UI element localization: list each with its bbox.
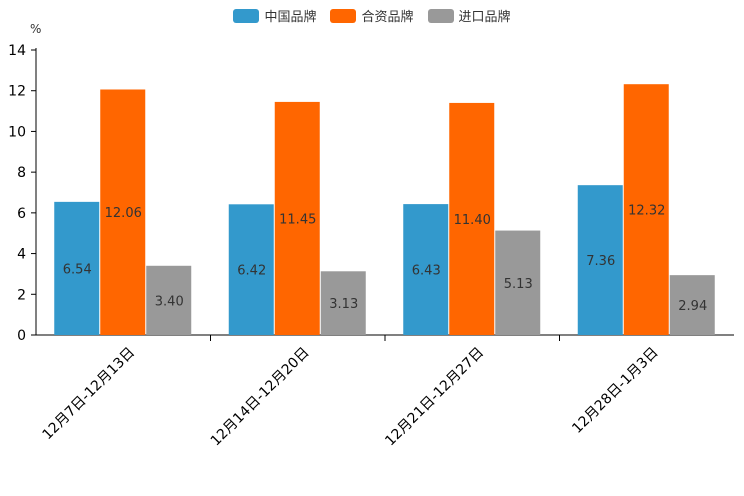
y-tick-label: 8 (17, 165, 26, 181)
x-category-label: 12月7日-12月13日 (40, 345, 139, 444)
bar (100, 89, 146, 335)
bar (228, 204, 274, 335)
data-label: 7.36 (586, 254, 615, 269)
data-label: 11.40 (454, 213, 491, 228)
y-tick-label: 6 (17, 206, 26, 222)
legend-label-import-brand: 进口品牌 (458, 10, 511, 25)
data-label: 2.94 (678, 299, 707, 314)
legend-label-jv-brand: 合资品牌 (361, 10, 414, 25)
x-category-label: 12月21日-12月27日 (382, 345, 487, 450)
legend-item-jv-brand[interactable]: 合资品牌 (330, 6, 414, 25)
data-label: 6.42 (237, 264, 266, 279)
legend-label-china-brand: 中国品牌 (264, 10, 317, 25)
bar (449, 102, 495, 335)
data-label: 3.40 (155, 294, 184, 309)
legend-item-import-brand[interactable]: 进口品牌 (427, 6, 511, 25)
y-tick-label: 0 (17, 328, 26, 344)
bar (669, 275, 715, 335)
legend-swatch-import-brand (427, 8, 454, 23)
y-axis-unit-label: % (30, 22, 42, 36)
bar (623, 84, 669, 335)
legend-swatch-china-brand (233, 8, 260, 23)
bar (577, 185, 623, 335)
bar (146, 265, 192, 335)
data-label: 12.32 (628, 204, 665, 219)
bar (274, 101, 320, 336)
data-label: 6.54 (63, 262, 92, 277)
data-label: 3.13 (329, 297, 358, 312)
bar (403, 204, 449, 335)
data-label: 5.13 (504, 277, 533, 292)
x-category-label: 12月28日-1月3日 (569, 345, 661, 437)
y-tick-label: 4 (17, 247, 26, 263)
legend: 中国品牌 合资品牌 进口品牌 (0, 6, 744, 25)
data-label: 6.43 (412, 264, 441, 279)
legend-item-china-brand[interactable]: 中国品牌 (233, 6, 316, 25)
y-tick-label: 2 (17, 287, 26, 303)
y-tick-label: 12 (8, 84, 26, 100)
bar (320, 271, 366, 335)
bar (54, 201, 100, 335)
y-tick-label: 10 (8, 124, 26, 140)
bar (495, 230, 541, 335)
x-category-label: 12月14日-12月20日 (208, 345, 313, 450)
legend-swatch-jv-brand (330, 8, 357, 23)
data-label: 11.45 (279, 212, 316, 227)
y-tick-label: 14 (8, 43, 26, 59)
data-label: 12.06 (105, 206, 142, 221)
